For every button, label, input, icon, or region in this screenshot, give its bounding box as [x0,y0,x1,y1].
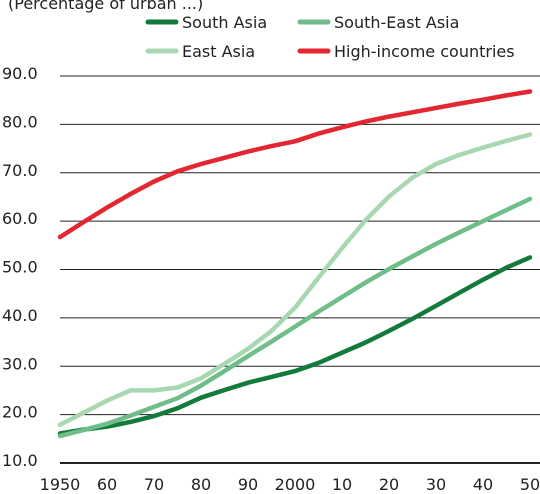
x-tick-label: 70 [144,475,164,494]
series-line-high-income-countries [57,89,533,240]
y-tick-label: 20.0 [2,403,38,422]
legend-item-south-asia: South Asia [145,13,267,32]
y-tick-label: 30.0 [2,354,38,373]
series-line-south-east-asia [57,196,533,439]
x-tick-label: 2000 [275,475,316,494]
x-tick-label: 1950 [40,475,81,494]
y-tick-label: 40.0 [2,306,38,325]
legend-label: South-East Asia [334,13,459,32]
legend-label: South Asia [182,13,267,32]
x-tick-label: 20 [379,475,399,494]
x-axis-tick-labels: 1950 60 70 80 90 2000 10 20 30 40 50 [40,475,540,494]
series-lines [57,89,533,439]
y-tick-label: 50.0 [2,258,38,277]
x-tick-label: 60 [97,475,117,494]
y-tick-label: 70.0 [2,161,38,180]
x-tick-label: 40 [473,475,493,494]
series-line-east-asia [57,132,533,428]
legend-item-high-income-countries: High-income countries [297,42,515,61]
y-tick-label: 80.0 [2,112,38,131]
x-tick-label: 30 [426,475,446,494]
legend-label: East Asia [182,42,255,61]
legend-item-east-asia: East Asia [145,42,255,61]
x-tick-label: 50 [520,475,540,494]
legend-item-south-east-asia: South-East Asia [297,13,459,32]
x-tick-label: 80 [191,475,211,494]
x-tick-label: 10 [332,475,352,494]
y-axis-tick-labels: 10.0 20.0 30.0 40.0 50.0 60.0 70.0 80.0 90.0 [2,64,38,470]
y-tick-label: 10.0 [2,451,38,470]
legend-label: High-income countries [334,42,515,61]
gridlines [60,75,540,464]
x-tick-label: 90 [238,475,258,494]
y-tick-label: 90.0 [2,64,38,83]
series-line-south-asia [57,255,533,436]
y-tick-label: 60.0 [2,209,38,228]
legend: South Asia South-East Asia East Asia High-i… [145,13,515,61]
chart-subtitle: (Percentage of urban ...) [8,0,203,13]
